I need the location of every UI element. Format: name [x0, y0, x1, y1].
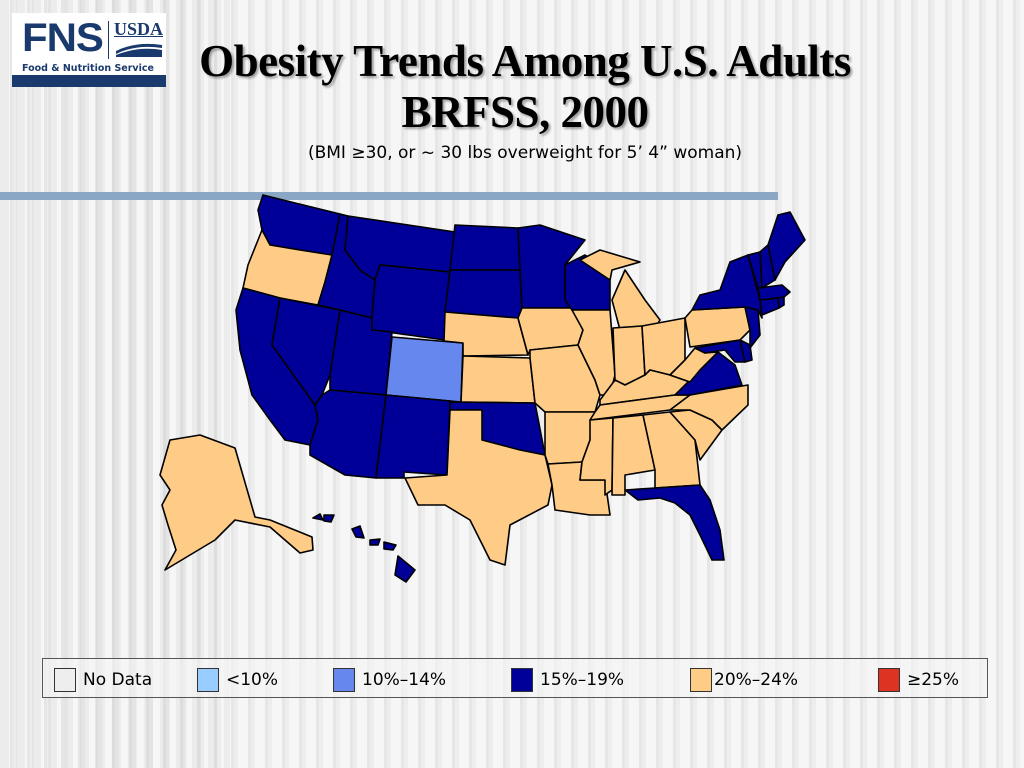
state-SD[interactable]	[444, 269, 523, 319]
legend-label: ≥25%	[907, 670, 960, 690]
state-TX[interactable]	[404, 409, 553, 566]
legend-swatch	[197, 668, 219, 692]
state-MA[interactable]	[757, 284, 791, 301]
state-CO[interactable]	[385, 336, 464, 403]
title-line-1: Obesity Trends Among U.S. Adults	[199, 36, 851, 86]
legend-swatch	[54, 668, 76, 692]
legend-swatch	[690, 668, 712, 692]
legend-label: <10%	[226, 670, 279, 690]
state-NM[interactable]	[375, 394, 451, 479]
state-AK[interactable]	[159, 434, 314, 571]
state-WY[interactable]	[371, 264, 451, 341]
state-HI[interactable]	[312, 513, 416, 583]
state-IN[interactable]	[612, 325, 646, 386]
logo-tagline: Food & Nutrition Service	[22, 63, 154, 74]
us-obesity-map	[159, 194, 806, 583]
usda-hills-icon	[116, 43, 162, 57]
state-KS[interactable]	[460, 355, 536, 404]
title-line-2: BRFSS, 2000	[401, 87, 649, 137]
state-FL[interactable]	[624, 484, 725, 561]
state-CT[interactable]	[759, 297, 780, 316]
fns-usda-logo: FNS USDA Food & Nutrition Service	[12, 13, 166, 87]
legend-label: 20%–24%	[714, 670, 799, 690]
subtitle: (BMI ≥30, or ~ 30 lbs overweight for 5’ …	[307, 143, 743, 163]
legend-label: No Data	[83, 670, 153, 690]
legend-label: 10%–14%	[362, 670, 447, 690]
logo-bar	[12, 75, 166, 87]
state-RI[interactable]	[777, 296, 785, 309]
state-ME[interactable]	[767, 211, 806, 281]
legend-swatch	[511, 668, 533, 692]
state-IL[interactable]	[571, 309, 616, 396]
logo-usda-text: USDA	[114, 19, 164, 39]
title-divider	[0, 192, 778, 200]
state-AZ[interactable]	[309, 389, 387, 479]
logo-fns-text: FNS	[22, 16, 104, 60]
legend-label: 15%–19%	[540, 670, 625, 690]
page-title: Obesity Trends Among U.S. Adults BRFSS, …	[160, 36, 890, 138]
legend-swatch	[333, 668, 355, 692]
state-ND[interactable]	[449, 224, 521, 271]
state-DE[interactable]	[739, 339, 753, 363]
legend-swatch	[878, 668, 900, 692]
logo-separator	[108, 21, 109, 59]
map-legend: No Data <10% 10%–14% 15%–19% 20%–24% ≥25…	[42, 658, 988, 698]
